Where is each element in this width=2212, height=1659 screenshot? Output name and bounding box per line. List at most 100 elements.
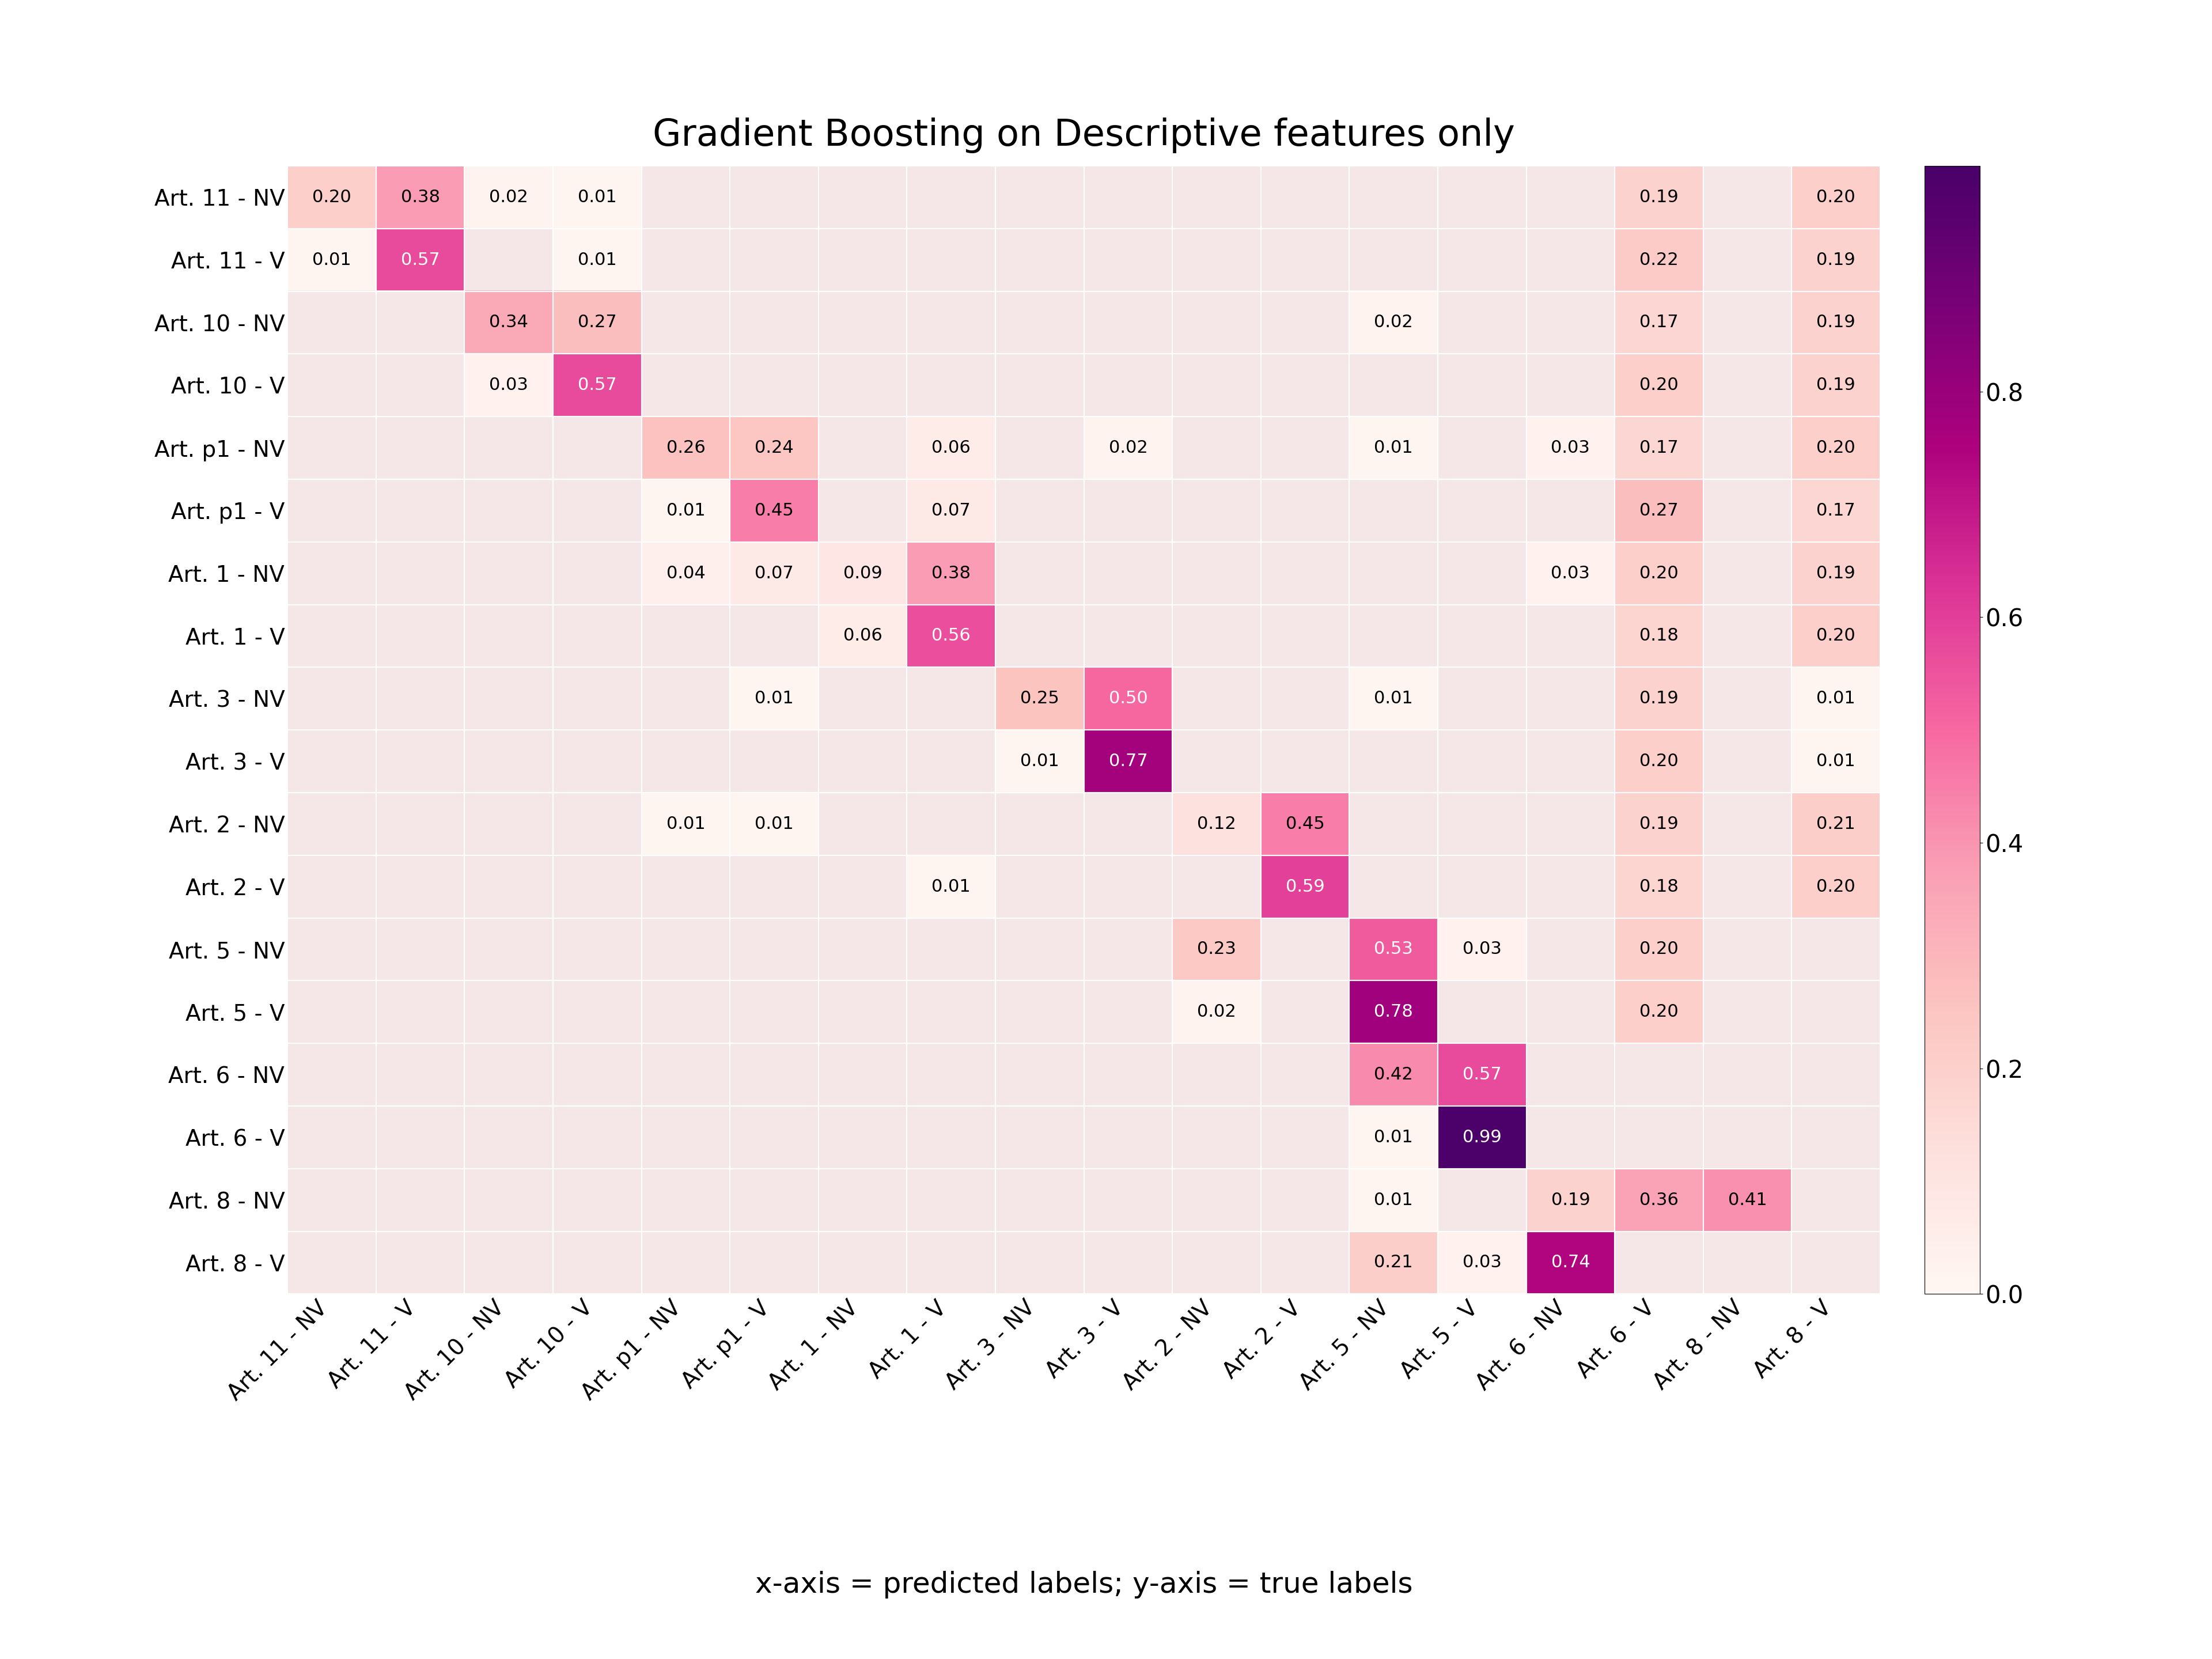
Text: 0.26: 0.26 — [666, 440, 706, 456]
Bar — [1792, 793, 1880, 856]
Bar — [995, 1107, 1084, 1168]
Text: 0.02: 0.02 — [489, 189, 529, 206]
Bar — [907, 292, 995, 353]
Bar — [1703, 793, 1792, 856]
Bar — [818, 793, 907, 856]
Bar — [1084, 542, 1172, 604]
Bar — [1526, 229, 1615, 292]
Bar — [465, 1044, 553, 1107]
Text: 0.17: 0.17 — [1639, 440, 1679, 456]
Bar — [1438, 730, 1526, 793]
Bar — [1261, 856, 1349, 917]
Bar — [995, 542, 1084, 604]
Bar — [1349, 730, 1438, 793]
Title: Gradient Boosting on Descriptive features only: Gradient Boosting on Descriptive feature… — [653, 118, 1515, 153]
Bar — [1349, 166, 1438, 229]
Bar — [376, 542, 465, 604]
Bar — [553, 353, 641, 416]
Text: 0.77: 0.77 — [1108, 753, 1148, 770]
Text: 0.20: 0.20 — [1639, 1004, 1679, 1020]
Bar — [641, 353, 730, 416]
Bar — [995, 229, 1084, 292]
Bar — [465, 793, 553, 856]
Bar — [1084, 604, 1172, 667]
Bar — [1526, 1168, 1615, 1231]
Text: 0.19: 0.19 — [1816, 377, 1856, 393]
Bar — [1084, 353, 1172, 416]
Bar — [907, 1107, 995, 1168]
Text: 0.78: 0.78 — [1374, 1004, 1413, 1020]
Bar — [907, 980, 995, 1044]
Text: 0.19: 0.19 — [1639, 816, 1679, 833]
Bar — [1792, 166, 1880, 229]
Bar — [1349, 793, 1438, 856]
Text: 0.42: 0.42 — [1374, 1067, 1413, 1083]
Text: 0.04: 0.04 — [666, 566, 706, 582]
Bar — [465, 292, 553, 353]
Bar — [1792, 353, 1880, 416]
Bar — [288, 917, 376, 980]
Text: 0.01: 0.01 — [754, 690, 794, 707]
Bar — [818, 1168, 907, 1231]
Bar — [641, 1044, 730, 1107]
Bar — [641, 542, 730, 604]
Bar — [1349, 1231, 1438, 1294]
Bar — [1615, 416, 1703, 479]
Bar — [1526, 479, 1615, 542]
Bar — [1172, 416, 1261, 479]
Text: 0.01: 0.01 — [1374, 1130, 1413, 1146]
Text: 0.20: 0.20 — [1639, 941, 1679, 957]
Text: 0.01: 0.01 — [1816, 690, 1856, 707]
Text: 0.21: 0.21 — [1374, 1254, 1413, 1271]
Bar — [1261, 1231, 1349, 1294]
Bar — [730, 980, 818, 1044]
Bar — [553, 917, 641, 980]
Text: 0.19: 0.19 — [1816, 314, 1856, 330]
Bar — [1703, 917, 1792, 980]
Bar — [465, 856, 553, 917]
Bar — [553, 229, 641, 292]
Text: 0.19: 0.19 — [1639, 189, 1679, 206]
Bar — [288, 730, 376, 793]
Text: 0.18: 0.18 — [1639, 878, 1679, 894]
Bar — [1615, 667, 1703, 730]
Bar — [1172, 229, 1261, 292]
Bar — [1172, 542, 1261, 604]
Text: 0.53: 0.53 — [1374, 941, 1413, 957]
Bar — [1172, 667, 1261, 730]
Text: 0.19: 0.19 — [1551, 1191, 1590, 1208]
Bar — [995, 166, 1084, 229]
Bar — [1438, 604, 1526, 667]
Bar — [1349, 1168, 1438, 1231]
Bar — [907, 416, 995, 479]
Bar — [465, 667, 553, 730]
Text: 0.20: 0.20 — [1639, 753, 1679, 770]
Bar — [907, 166, 995, 229]
Text: 0.07: 0.07 — [754, 566, 794, 582]
Bar — [1349, 292, 1438, 353]
Bar — [465, 229, 553, 292]
Bar — [641, 1231, 730, 1294]
Bar — [1172, 730, 1261, 793]
Bar — [1526, 416, 1615, 479]
Bar — [1792, 856, 1880, 917]
Bar — [1615, 980, 1703, 1044]
Text: 0.27: 0.27 — [577, 314, 617, 330]
Bar — [465, 1107, 553, 1168]
Text: 0.38: 0.38 — [931, 566, 971, 582]
Bar — [641, 604, 730, 667]
Bar — [376, 1044, 465, 1107]
Bar — [1438, 917, 1526, 980]
Bar — [553, 416, 641, 479]
Bar — [1172, 1168, 1261, 1231]
Bar — [641, 479, 730, 542]
Bar — [1792, 542, 1880, 604]
Bar — [1261, 1044, 1349, 1107]
Bar — [553, 479, 641, 542]
Bar — [995, 856, 1084, 917]
Bar — [995, 793, 1084, 856]
Bar — [1792, 229, 1880, 292]
Text: 0.01: 0.01 — [312, 252, 352, 269]
Text: 0.59: 0.59 — [1285, 878, 1325, 894]
Bar — [553, 793, 641, 856]
